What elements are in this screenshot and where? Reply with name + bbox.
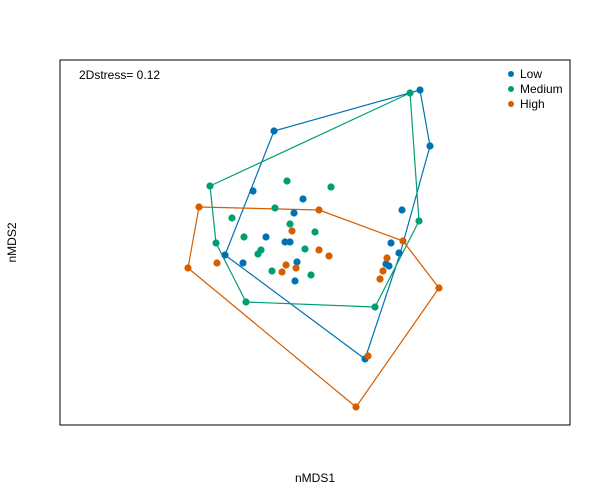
legend-marker-medium <box>508 86 514 92</box>
point-medium-14 <box>415 217 423 225</box>
point-low-15 <box>395 249 403 257</box>
stress-annotation: 2Dstress= 0.12 <box>79 68 160 82</box>
x-axis-label: nMDS1 <box>295 471 335 485</box>
legend-label-low: Low <box>520 67 542 81</box>
point-high-9 <box>278 268 286 276</box>
point-high-11 <box>383 254 391 262</box>
point-medium-1 <box>406 89 414 97</box>
point-low-9 <box>281 238 289 246</box>
point-medium-17 <box>242 298 250 306</box>
hull-layer <box>187 89 440 408</box>
point-medium-10 <box>212 239 220 247</box>
point-medium-18 <box>371 303 379 311</box>
point-low-7 <box>398 206 406 214</box>
point-low-3 <box>270 127 278 135</box>
point-medium-6 <box>286 220 294 228</box>
y-axis-label: nMDS2 <box>5 222 19 262</box>
point-low-5 <box>299 195 307 203</box>
point-high-7 <box>213 259 221 267</box>
plot-frame <box>59 59 571 426</box>
point-low-13 <box>293 258 301 266</box>
point-high-5 <box>399 237 407 245</box>
point-low-1 <box>416 86 424 94</box>
point-medium-7 <box>228 214 236 222</box>
point-medium-12 <box>254 250 262 258</box>
point-medium-16 <box>307 271 315 279</box>
point-medium-3 <box>283 177 291 185</box>
point-high-12 <box>379 267 387 275</box>
point-low-11 <box>221 251 229 259</box>
point-high-6 <box>325 252 333 260</box>
legend-marker-low <box>508 71 514 77</box>
point-low-17 <box>291 277 299 285</box>
point-low-8 <box>262 233 270 241</box>
point-medium-15 <box>268 267 276 275</box>
point-high-13 <box>376 275 384 283</box>
point-high-16 <box>364 352 372 360</box>
legend-label-high: High <box>520 97 545 111</box>
point-medium-8 <box>240 233 248 241</box>
point-low-18 <box>385 262 393 270</box>
hull-low <box>224 89 431 360</box>
point-medium-13 <box>301 245 309 253</box>
point-high-2 <box>315 206 323 214</box>
point-high-4 <box>315 246 323 254</box>
legend-label-medium: Medium <box>520 82 563 96</box>
point-low-6 <box>290 209 298 217</box>
point-medium-9 <box>311 228 319 236</box>
point-high-17 <box>352 403 360 411</box>
point-low-2 <box>426 142 434 150</box>
point-low-14 <box>387 239 395 247</box>
point-medium-2 <box>206 182 214 190</box>
point-high-10 <box>292 264 300 272</box>
point-medium-4 <box>327 183 335 191</box>
point-medium-5 <box>271 204 279 212</box>
point-high-14 <box>184 264 192 272</box>
point-low-10 <box>286 238 294 246</box>
point-high-15 <box>435 284 443 292</box>
point-high-3 <box>288 227 296 235</box>
point-low-4 <box>249 187 257 195</box>
point-low-12 <box>239 259 247 267</box>
hull-high <box>187 206 440 408</box>
points-layer <box>184 86 443 411</box>
legend-marker-high <box>508 101 514 107</box>
point-high-8 <box>282 261 290 269</box>
point-high-1 <box>195 203 203 211</box>
